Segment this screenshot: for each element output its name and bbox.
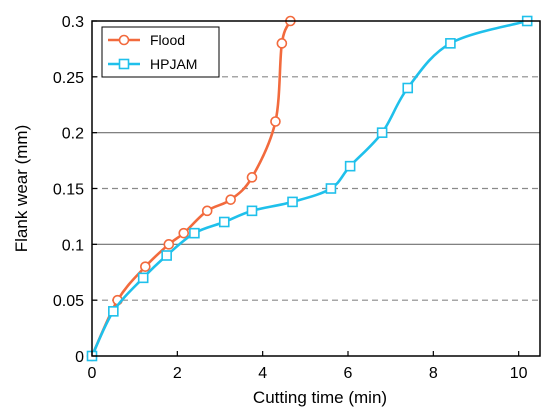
data-point-hpjam	[445, 38, 456, 49]
legend-label-hpjam: HPJAM	[150, 56, 197, 72]
legend-label-flood: Flood	[150, 32, 185, 48]
data-point-hpjam	[108, 306, 119, 317]
data-point-flood	[276, 38, 288, 49]
x-tick-label: 0	[88, 365, 97, 382]
data-point-flood	[140, 261, 151, 272]
data-point-flood	[163, 239, 175, 250]
x-tick-label: 10	[510, 365, 528, 382]
data-point-hpjam	[402, 82, 414, 94]
legend-marker-flood	[118, 34, 130, 46]
y-tick-label: 0.25	[53, 70, 84, 87]
data-point-hpjam	[287, 196, 298, 208]
data-point-flood	[225, 194, 236, 205]
y-tick-label: 0.15	[53, 182, 84, 199]
x-tick-label: 2	[173, 365, 182, 382]
y-tick-label: 0	[75, 349, 84, 366]
data-point-hpjam	[161, 250, 172, 261]
data-point-hpjam	[325, 183, 337, 194]
y-tick-label: 0.3	[62, 14, 84, 31]
y-axis-label: Flank wear (mm)	[12, 125, 31, 253]
x-axis-label: Cutting time (min)	[253, 388, 387, 407]
x-tick-label: 6	[344, 365, 353, 382]
y-tick-label: 0.2	[62, 126, 84, 143]
data-point-hpjam	[218, 216, 230, 228]
data-point-hpjam	[137, 272, 149, 284]
y-tick-label: 0.05	[53, 293, 84, 310]
data-point-hpjam	[189, 227, 200, 239]
data-point-flood	[201, 205, 213, 217]
legend: Flood HPJAM	[101, 26, 220, 78]
data-point-flood	[270, 116, 281, 127]
x-tick-label: 4	[258, 365, 267, 382]
y-tick-label: 0.1	[62, 237, 84, 254]
axis-ticks: 0 0.05 0.1 0.15 0.2 0.25 0.3 0 2 4 6 8 10	[53, 14, 528, 382]
data-point-flood	[178, 227, 190, 239]
data-point-hpjam	[376, 127, 388, 138]
x-tick-label: 8	[429, 365, 438, 382]
legend-marker-hpjam	[118, 58, 130, 70]
data-point-hpjam	[246, 205, 258, 217]
series-layer	[86, 15, 533, 362]
data-point-hpjam	[344, 160, 356, 172]
data-point-flood	[246, 172, 258, 183]
grid-lines	[92, 76, 540, 301]
